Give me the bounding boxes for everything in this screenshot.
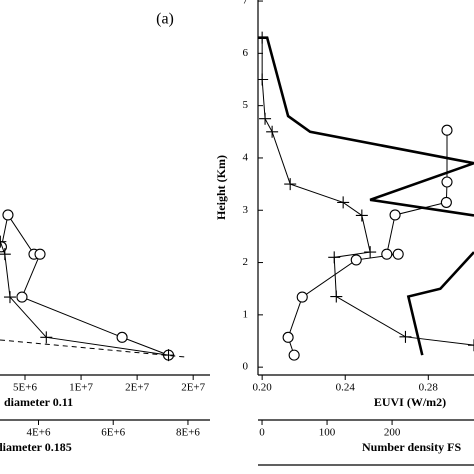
x2-axis-label: Number density FS (362, 440, 461, 454)
cross-marker (337, 196, 350, 209)
y-tick-label: 2 (243, 256, 249, 268)
cross-marker (364, 246, 377, 259)
circle-marker (440, 196, 452, 208)
circle-marker (296, 291, 308, 303)
cross-marker (468, 339, 474, 352)
cross-marker (355, 209, 368, 222)
x-axis-label: diameter 0.11 (4, 395, 73, 409)
y-tick-label: 1 (243, 308, 249, 320)
y-axis-label: Height (Km) (214, 155, 228, 220)
y-tick-label: 7 (243, 0, 249, 7)
series-line (287, 130, 448, 356)
circle-marker (441, 176, 453, 188)
x-tick-label: 0.24 (336, 382, 356, 394)
x-axis-label: EUVI (W/m2) (374, 395, 446, 409)
circle-marker (288, 349, 300, 361)
x2-tick-label: 200 (384, 427, 401, 439)
x-tick-label: 2E+7 (181, 382, 205, 394)
cross-marker (40, 331, 53, 344)
annotation: (a) (156, 11, 174, 28)
x2-tick-label: 8E+6 (176, 427, 200, 439)
series-line (0, 339, 188, 358)
circle-marker (381, 248, 393, 260)
y-tick-label: 4 (243, 151, 249, 163)
x-tick-label: 5E+6 (13, 382, 37, 394)
y-tick-label: 3 (243, 204, 249, 216)
circle-marker (392, 248, 404, 260)
x2-axis-label: diameter 0.185 (0, 440, 72, 454)
cross-marker (259, 112, 272, 125)
x2-tick-label: 0 (259, 427, 265, 439)
y-tick-label: 5 (243, 99, 249, 111)
x-tick-label: 2E+7 (125, 382, 149, 394)
cross-marker (330, 290, 343, 303)
circle-marker (2, 209, 14, 221)
circle-marker (282, 331, 294, 343)
circle-marker (16, 291, 28, 303)
circle-marker (350, 254, 362, 266)
y-tick-label: 6 (243, 47, 249, 59)
plot-area (258, 31, 474, 361)
cross-marker (284, 178, 297, 191)
cross-marker (266, 125, 279, 138)
x-tick-label: 1E+7 (69, 382, 93, 394)
y-tick-label: 0 (243, 361, 249, 373)
series-line (0, 213, 169, 356)
circle-marker (34, 248, 46, 260)
x2-tick-label: 4E+6 (27, 427, 51, 439)
plot-area (0, 209, 188, 362)
x2-tick-label: 100 (319, 427, 336, 439)
x2-tick-label: 6E+6 (101, 427, 125, 439)
cross-marker (399, 330, 412, 343)
cross-marker (328, 251, 341, 264)
series-line (258, 36, 474, 356)
cross-marker (0, 248, 11, 261)
circle-marker (441, 124, 453, 136)
circle-marker (116, 331, 128, 343)
series-line (261, 37, 474, 346)
circle-marker (389, 209, 401, 221)
x-tick-label: 0.28 (419, 382, 439, 394)
cross-marker (0, 235, 7, 248)
cross-marker (3, 291, 16, 304)
x-tick-label: 0.20 (253, 382, 273, 394)
